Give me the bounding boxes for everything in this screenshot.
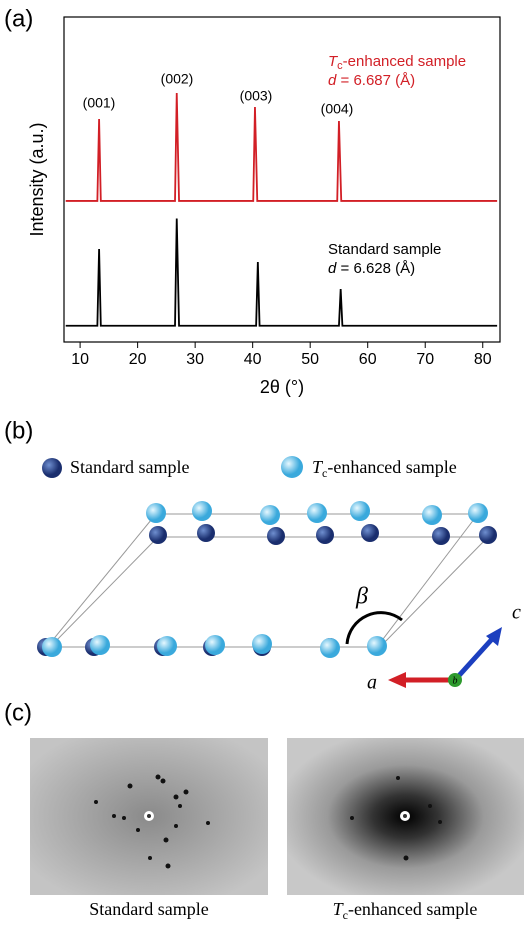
- legend-text: Tc-enhanced sample: [312, 457, 457, 480]
- image-caption: Tc-enhanced sample: [333, 899, 478, 922]
- axis-label: b: [453, 675, 458, 686]
- spots: [94, 774, 210, 869]
- peak-label: (004): [321, 101, 354, 117]
- axis-arrow: [486, 627, 502, 646]
- axis-label: c: [512, 602, 521, 624]
- x-tick-label: 20: [129, 351, 147, 368]
- panel-label: (c): [4, 699, 32, 726]
- xrd-trace: [65, 93, 498, 202]
- x-tick-label: 80: [474, 351, 492, 368]
- x-tick-label: 50: [301, 351, 319, 368]
- cell-lines: [44, 513, 489, 648]
- peak-label: (002): [161, 71, 194, 87]
- image-caption: Standard sample: [89, 899, 208, 919]
- angle-arc: [345, 611, 403, 645]
- legend-marker: [42, 458, 62, 478]
- label-part: = 6.687 (Å): [336, 72, 415, 89]
- axis-arrow: [453, 636, 495, 682]
- plot-frame: [63, 16, 501, 343]
- label-part: T: [328, 53, 339, 70]
- label-part: -enhanced sample: [343, 53, 466, 70]
- axis-origin: [448, 673, 462, 687]
- legend-text: Standard sample: [70, 457, 189, 477]
- y-axis-label: Intensity (a.u.): [27, 122, 47, 236]
- label-part: Standard sample: [328, 241, 441, 258]
- xrd-trace: [65, 218, 498, 327]
- peak-label: (003): [240, 88, 273, 104]
- axis-label: a: [367, 672, 377, 694]
- angle-label: β: [355, 584, 368, 610]
- xrd-chart: 10 20 30 40 50 60 70 80 2θ (°) Intensity (a.u.) Tc…: [27, 16, 501, 397]
- series-label: Standard sample: [328, 241, 441, 258]
- peak-label: (001): [83, 95, 116, 111]
- spots: [350, 776, 442, 861]
- atoms: [37, 501, 497, 658]
- label-part: c: [337, 60, 343, 72]
- legend-marker: [281, 456, 303, 478]
- panel-label: (a): [4, 5, 33, 32]
- x-tick-label: 40: [244, 351, 262, 368]
- label-part: = 6.628 (Å): [336, 260, 415, 277]
- x-axis-label: 2θ (°): [260, 377, 304, 397]
- d-spacing-label: d = 6.628 (Å): [328, 260, 415, 277]
- d-spacing-label: d = 6.687 (Å): [328, 72, 415, 89]
- label-part: d: [328, 72, 337, 89]
- x-tick-label: 10: [71, 351, 89, 368]
- label-part: d: [328, 260, 337, 277]
- panel-label: (b): [4, 417, 33, 444]
- x-tick-label: 30: [186, 351, 204, 368]
- structure: Standard sample Tc-enhanced sample: [37, 456, 521, 694]
- series-label: Tc-enhanced sample: [328, 53, 466, 72]
- x-tick-label: 60: [359, 351, 377, 368]
- diffraction-images: Standard sample Tc-enhanced sample: [30, 738, 524, 922]
- x-tick-label: 70: [416, 351, 434, 368]
- axis-arrow: [388, 672, 406, 688]
